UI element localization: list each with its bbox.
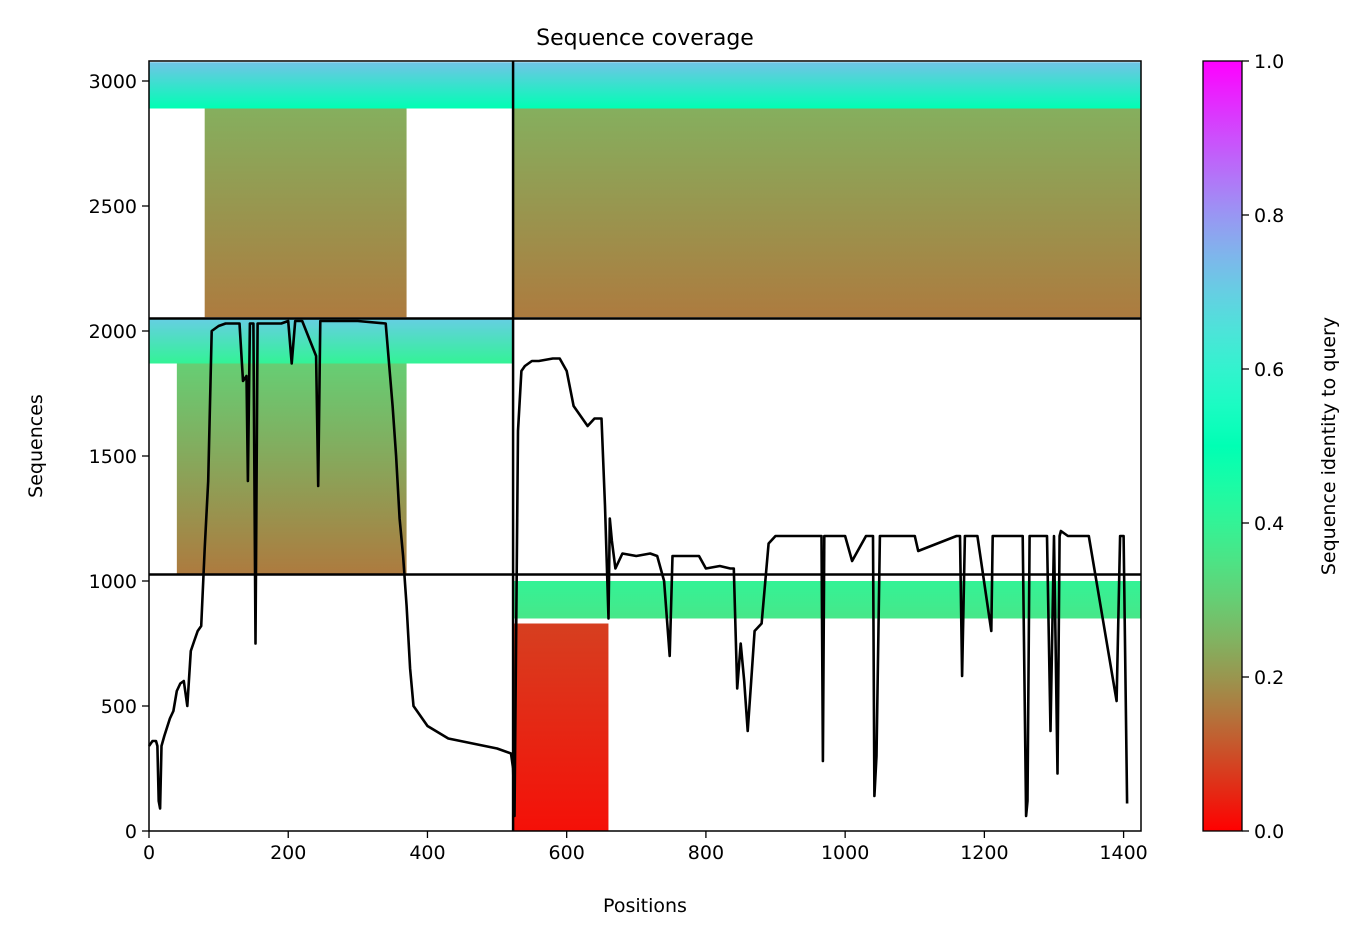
msa-heatmap <box>149 62 1141 831</box>
x-tick-label: 200 <box>270 842 306 864</box>
x-tick-label: 0 <box>143 842 155 864</box>
colorbar-tick-label: 0.0 <box>1254 821 1284 843</box>
y-tick-label: 3000 <box>89 71 137 93</box>
msa-band <box>513 581 1141 619</box>
msa-band <box>176 363 407 574</box>
x-axis-label: Positions <box>603 895 687 917</box>
x-axis: 0 200 400 600 800 1000 1200 1400 <box>143 831 1148 864</box>
x-tick-label: 1200 <box>960 842 1008 864</box>
x-tick-label: 1400 <box>1099 842 1147 864</box>
chart-title: Sequence coverage <box>536 26 754 51</box>
y-tick-label: 1000 <box>89 571 137 593</box>
colorbar-tick-label: 0.2 <box>1254 667 1284 689</box>
msa-band <box>149 62 514 109</box>
colorbar-label: Sequence identity to query <box>1318 317 1340 575</box>
colorbar-gradient <box>1203 61 1242 831</box>
x-tick-label: 1000 <box>821 842 869 864</box>
msa-band <box>513 623 609 831</box>
colorbar-tick-label: 0.4 <box>1254 513 1284 535</box>
x-tick-label: 400 <box>409 842 445 864</box>
colorbar-tick-label: 1.0 <box>1254 51 1284 73</box>
y-tick-label: 2000 <box>89 321 137 343</box>
coverage-line <box>147 319 1129 818</box>
y-tick-label: 500 <box>101 696 137 718</box>
x-tick-label: 800 <box>688 842 724 864</box>
y-tick-label: 0 <box>125 821 137 843</box>
plot-frame <box>148 60 1142 832</box>
y-axis-label: Sequences <box>25 394 47 498</box>
y-tick-label: 2500 <box>89 196 137 218</box>
colorbar: 0.0 0.2 0.4 0.6 0.8 1.0 <box>1202 51 1284 843</box>
colorbar-tick-label: 0.6 <box>1254 359 1284 381</box>
msa-band <box>513 62 1141 109</box>
msa-band <box>513 108 1141 318</box>
colorbar-frame <box>1202 60 1243 832</box>
colorbar-tick-label: 0.8 <box>1254 205 1284 227</box>
msa-band <box>149 318 514 364</box>
coverage-line-layer <box>147 319 1129 818</box>
y-tick-label: 1500 <box>89 446 137 468</box>
chain-boundaries <box>149 61 1141 831</box>
msa-band <box>204 108 407 318</box>
x-tick-label: 600 <box>549 842 585 864</box>
y-axis: 0 500 1000 1500 2000 2500 3000 <box>89 71 149 843</box>
